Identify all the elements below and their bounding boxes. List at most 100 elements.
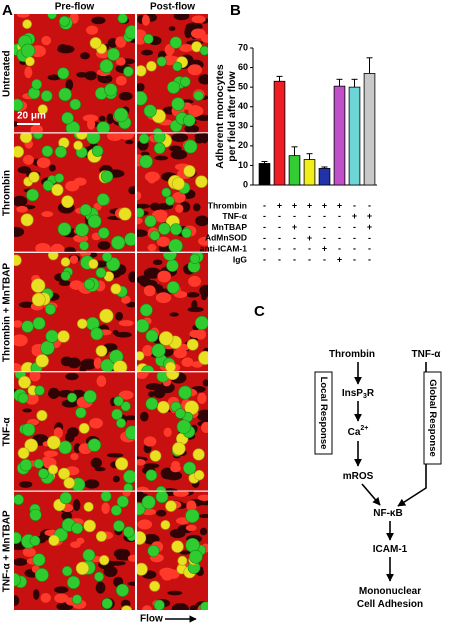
nucleus [23,154,34,165]
monocyte [137,65,147,77]
treatment-sign: - [323,211,326,221]
monocyte [199,45,208,56]
dark-gap [199,527,208,536]
treatment-sign: - [368,254,371,264]
nucleus [53,427,63,439]
treatment-label: TNF-α [222,211,247,221]
monocyte [17,447,30,460]
monocyte [117,14,128,24]
nucleus [137,519,153,530]
nucleus [30,124,44,133]
monocyte [183,139,198,154]
micrograph [137,14,208,133]
micrograph [14,133,135,252]
node-label-part: Cell Adhesion [357,599,423,610]
monocyte [167,80,181,94]
monocyte [194,315,208,330]
monocyte [83,389,97,404]
y-tick-label: 40 [238,101,248,111]
monocyte [24,438,38,453]
monocyte [14,254,22,267]
monocyte [183,461,197,475]
dark-gap [65,372,79,381]
nucleus [40,592,51,603]
dark-gap [48,387,60,399]
monocyte [175,408,186,419]
dark-gap [171,133,189,142]
bar [318,167,331,186]
monocyte [44,303,57,315]
monocyte [118,207,132,221]
monocyte [165,361,176,372]
node-label-part: InsP [342,388,363,399]
monocyte [30,278,46,293]
nucleus [190,28,206,39]
monocyte [47,252,59,261]
nucleus [24,66,33,79]
monocyte [79,203,92,217]
monocyte [169,223,183,236]
monocyte [198,350,208,365]
monocyte [147,544,160,557]
dark-gap [14,558,28,566]
monocyte [166,259,179,272]
dark-gap [14,195,28,207]
monocyte [124,425,135,440]
response-box [423,371,442,465]
monocyte [158,331,174,346]
monocyte [149,230,161,241]
treatment-sign: - [368,200,371,210]
monocyte [143,33,154,45]
dark-gap [65,79,74,91]
treatment-label: IgG [233,254,248,264]
nucleus [142,345,154,357]
monocyte [145,329,159,343]
monocyte [155,491,169,504]
treatment-sign: - [293,233,296,243]
scale-bar-label: 20 μm [17,111,46,122]
dark-gap [128,186,135,195]
monocyte [63,477,76,489]
panel-label: A [2,2,13,19]
bar [333,85,346,186]
treatment-sign: - [308,244,311,254]
treatment-sign: - [338,222,341,232]
monocyte [75,407,87,419]
nucleus [69,255,79,264]
nucleus [143,285,156,297]
monocyte [21,422,36,437]
nucleus [163,427,172,438]
response-label: Local Response [318,377,329,450]
dark-gap [98,115,106,122]
monocyte [59,491,72,505]
monocyte [100,170,114,183]
node-label: Thrombin [329,349,375,360]
node-label-part: 2+ [360,425,368,432]
dark-gap [17,166,31,174]
nucleus [115,36,127,48]
dark-gap [112,475,120,483]
monocyte [168,238,183,252]
monocyte [157,400,170,414]
nucleus [35,242,51,252]
monocyte [58,440,73,455]
monocyte [101,597,113,610]
micrograph [137,133,208,252]
panel-a: A Pre-flow Post-flow Untreated Thrombin Throm… [2,2,208,625]
treatment-sign: - [353,233,356,243]
monocyte [137,531,147,545]
monocyte [120,401,131,412]
dark-gap [186,292,200,298]
dark-gap [48,164,56,172]
dark-gap [200,133,208,144]
treatment-label: anti-ICAM-1 [200,243,247,253]
monocyte [22,19,32,29]
monocyte [137,351,145,361]
panel-b: B 0 10 20 30 40 50 60 70 Adherent monocytes per fi… [200,2,377,264]
micrograph-content [14,14,135,133]
monocyte [47,14,57,20]
monocyte [141,495,156,510]
dark-gap [91,16,106,25]
dark-gap [140,411,149,422]
nucleus [22,547,36,557]
